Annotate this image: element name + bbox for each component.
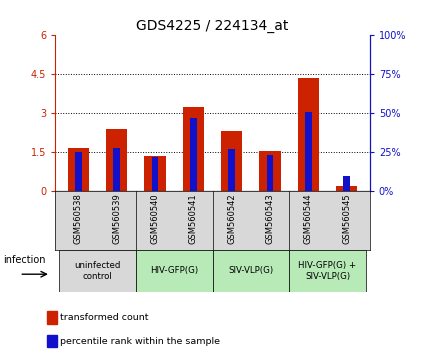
Bar	[68, 148, 89, 191]
Bar	[266, 155, 273, 191]
Bar	[136, 250, 212, 292]
Bar	[47, 311, 57, 324]
Text: GSM560545: GSM560545	[342, 193, 351, 244]
Bar	[221, 131, 242, 191]
Bar	[289, 250, 366, 292]
Text: GSM560544: GSM560544	[304, 193, 313, 244]
Bar	[228, 149, 235, 191]
Text: percentile rank within the sample: percentile rank within the sample	[60, 337, 220, 346]
Text: GSM560539: GSM560539	[112, 193, 121, 244]
Text: HIV-GFP(G) +
SIV-VLP(G): HIV-GFP(G) + SIV-VLP(G)	[298, 261, 357, 280]
Bar	[183, 107, 204, 191]
Bar	[190, 118, 197, 191]
Text: GSM560541: GSM560541	[189, 193, 198, 244]
Text: infection: infection	[3, 255, 45, 265]
Bar	[298, 78, 319, 191]
Text: transformed count: transformed count	[60, 313, 149, 322]
Bar	[106, 129, 127, 191]
Text: GSM560538: GSM560538	[74, 193, 83, 244]
Text: GSM560540: GSM560540	[150, 193, 159, 244]
Bar	[113, 148, 120, 191]
Bar	[212, 250, 289, 292]
Text: GSM560543: GSM560543	[266, 193, 275, 244]
Bar	[305, 112, 312, 191]
Text: uninfected
control: uninfected control	[74, 261, 121, 280]
Text: SIV-VLP(G): SIV-VLP(G)	[228, 266, 273, 275]
Bar	[260, 151, 280, 191]
Bar	[144, 156, 165, 191]
Bar	[343, 176, 350, 191]
Bar	[75, 152, 82, 191]
Bar	[59, 250, 136, 292]
Text: HIV-GFP(G): HIV-GFP(G)	[150, 266, 198, 275]
Title: GDS4225 / 224134_at: GDS4225 / 224134_at	[136, 19, 289, 33]
Bar	[336, 186, 357, 191]
Bar	[152, 157, 159, 191]
Bar	[47, 335, 57, 348]
Text: GSM560542: GSM560542	[227, 193, 236, 244]
